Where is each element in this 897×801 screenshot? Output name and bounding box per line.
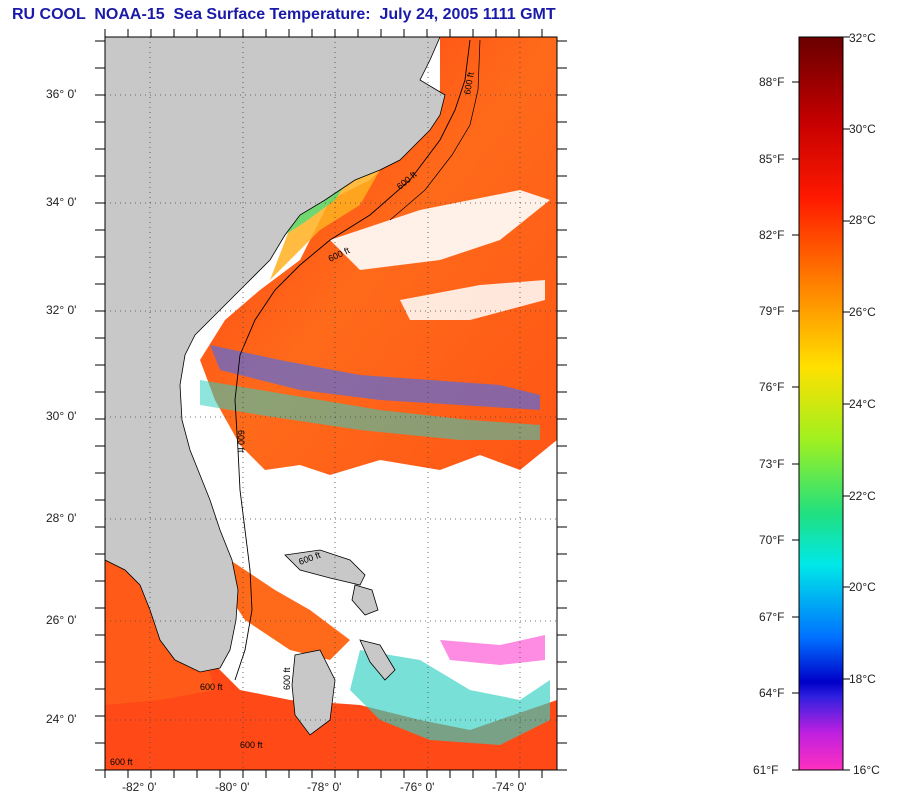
fahrenheit-label: 64°F [759, 686, 785, 700]
bahamas-grand-bahama [284, 549, 366, 586]
lon-label: -80° 0' [215, 780, 250, 794]
contour-label: 600 ft [282, 667, 292, 690]
contour-label: 600 ft [462, 71, 476, 95]
celsius-label: 20°C [849, 580, 876, 594]
celsius-label: 16°C [853, 763, 880, 777]
contour-label: 600 ft [110, 757, 133, 767]
teal-band-31n [200, 380, 540, 440]
color-scale-gradient [798, 36, 844, 771]
coastal-green-band [285, 185, 345, 235]
lon-label: -76° 0' [400, 780, 435, 794]
lat-label: 24° 0' [46, 712, 77, 726]
bahamas-cool [350, 650, 550, 745]
fahrenheit-label: 73°F [759, 457, 785, 471]
celsius-label: 24°C [849, 397, 876, 411]
fahrenheit-label: 82°F [759, 228, 785, 242]
celsius-label: 18°C [849, 672, 876, 686]
lon-label: -82° 0' [122, 780, 157, 794]
fahrenheit-label: 85°F [759, 152, 785, 166]
celsius-label: 28°C [849, 213, 876, 227]
contour-600ft-inner [389, 39, 481, 221]
cloud-streak-2 [400, 280, 545, 320]
fahrenheit-label: 88°F [759, 75, 785, 89]
map-frame [104, 36, 558, 771]
celsius-label: 26°C [849, 305, 876, 319]
bahamas-eleuthera [359, 639, 396, 681]
lat-label: 32° 0' [46, 303, 77, 317]
celsius-label: 22°C [849, 489, 876, 503]
map-title: RU COOL NOAA-15 Sea Surface Temperature:… [12, 6, 556, 23]
contour-label: 600 ft [240, 740, 263, 750]
map-imagery [105, 37, 557, 770]
axis-ticks [95, 29, 567, 778]
graticule [105, 37, 557, 770]
contour-label: 600 ft [200, 682, 223, 692]
contour-600ft [234, 39, 471, 681]
florida-straits-warm [225, 560, 350, 660]
lat-label: 36° 0' [46, 87, 77, 101]
fahrenheit-label: 79°F [759, 304, 785, 318]
coastal-cool-band [270, 170, 380, 280]
land-southeast-us [105, 37, 446, 673]
cool-band-31n [210, 345, 540, 410]
lat-label: 30° 0' [46, 409, 77, 423]
color-scale-ticks [792, 36, 850, 771]
fahrenheit-label: 67°F [759, 610, 785, 624]
lat-label: 26° 0' [46, 613, 77, 627]
fahrenheit-label: 61°F [753, 763, 779, 777]
lat-label: 28° 0' [46, 511, 77, 525]
fahrenheit-label: 76°F [759, 380, 785, 394]
lon-label: -78° 0' [307, 780, 342, 794]
fahrenheit-label: 70°F [759, 533, 785, 547]
celsius-label: 30°C [849, 122, 876, 136]
bahamas-andros [291, 649, 336, 736]
lat-label: 34° 0' [46, 195, 77, 209]
lon-label: -74° 0' [492, 780, 527, 794]
celsius-label: 32°C [849, 31, 876, 45]
warm-water-south [105, 540, 557, 770]
bahamas-magenta [440, 635, 545, 665]
bahamas-abaco [351, 584, 379, 616]
cloud-streak-1 [330, 190, 550, 270]
contour-label: 600 ft [236, 430, 246, 453]
